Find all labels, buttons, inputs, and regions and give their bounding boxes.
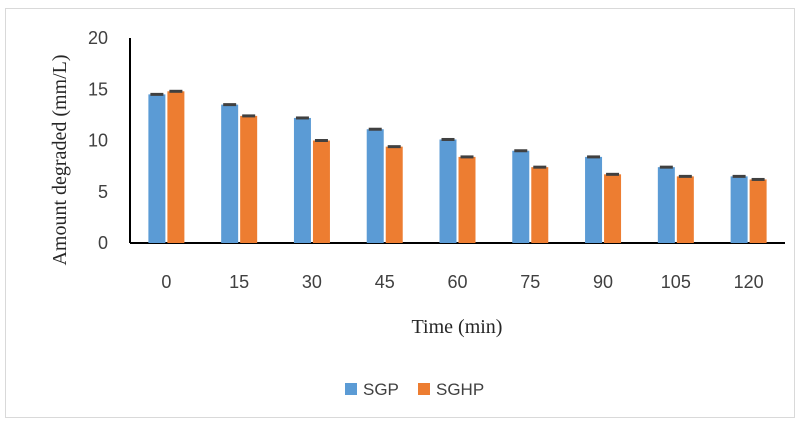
bar-sgp-15 bbox=[221, 104, 239, 243]
bar-sghp-90 bbox=[604, 174, 622, 243]
bar-sghp-45 bbox=[385, 146, 403, 243]
x-tick-label: 45 bbox=[375, 272, 395, 292]
bar-sgp-120 bbox=[730, 176, 748, 243]
x-axis-title: Time (min) bbox=[412, 316, 503, 338]
x-tick-label: 30 bbox=[302, 272, 322, 292]
x-tick-label: 75 bbox=[520, 272, 540, 292]
bar-sgp-45 bbox=[366, 129, 384, 243]
y-tick-label: 5 bbox=[98, 182, 108, 202]
y-tick-labels: 0 5 10 15 20 bbox=[88, 28, 108, 253]
bar-sghp-15 bbox=[240, 115, 258, 243]
x-tick-label: 105 bbox=[661, 272, 691, 292]
legend-swatch-sgp bbox=[345, 383, 357, 395]
legend-swatch-sghp bbox=[418, 383, 430, 395]
legend-label-sgp: SGP bbox=[363, 380, 399, 399]
bar-sghp-105 bbox=[676, 176, 694, 243]
legend: SGP SGHP bbox=[345, 380, 484, 399]
bar-sgp-30 bbox=[293, 117, 311, 243]
x-tick-label: 15 bbox=[229, 272, 249, 292]
legend-label-sghp: SGHP bbox=[436, 380, 484, 399]
x-tick-labels: 0 15 30 45 60 75 90 105 120 bbox=[161, 272, 763, 292]
x-tick-label: 90 bbox=[593, 272, 613, 292]
bars bbox=[148, 89, 767, 243]
y-tick-label: 10 bbox=[88, 131, 108, 151]
y-tick-label: 20 bbox=[88, 28, 108, 48]
bar-sghp-75 bbox=[531, 167, 549, 243]
bar-sgp-60 bbox=[439, 139, 457, 243]
x-tick-label: 0 bbox=[161, 272, 171, 292]
bar-sghp-120 bbox=[749, 179, 767, 243]
y-tick-label: 15 bbox=[88, 79, 108, 99]
x-tick-label: 120 bbox=[734, 272, 764, 292]
bar-sgp-105 bbox=[657, 167, 675, 243]
bar-sghp-0 bbox=[167, 91, 185, 243]
bar-sgp-90 bbox=[585, 156, 603, 243]
bar-sghp-30 bbox=[312, 140, 330, 243]
bar-sgp-75 bbox=[512, 150, 530, 243]
y-tick-label: 0 bbox=[98, 233, 108, 253]
x-tick-label: 60 bbox=[447, 272, 467, 292]
bar-sghp-60 bbox=[458, 156, 476, 243]
y-axis-title: Amount degraded (mm/L) bbox=[49, 54, 71, 265]
bar-sgp-0 bbox=[148, 94, 166, 243]
